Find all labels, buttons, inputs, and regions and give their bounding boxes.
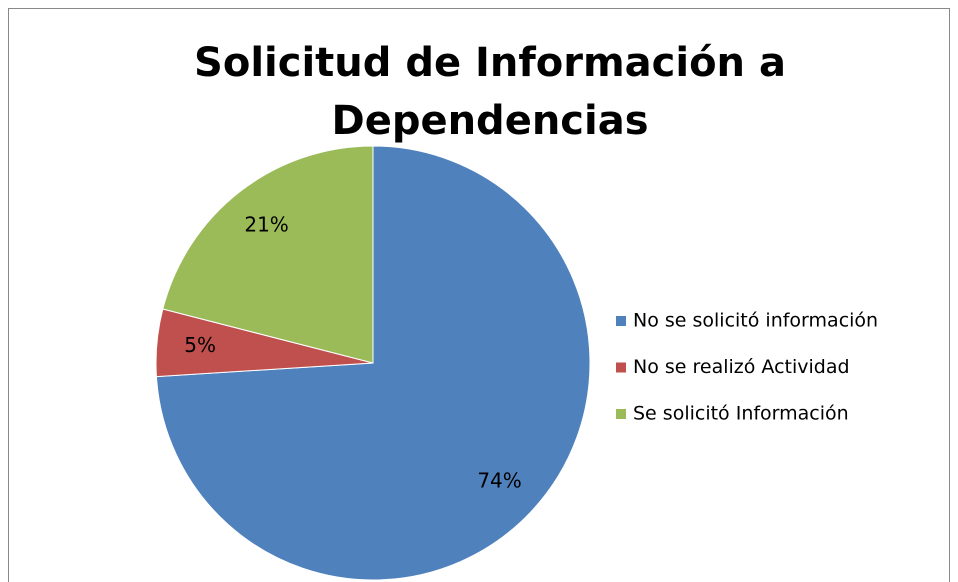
data-label: 5% <box>184 333 216 357</box>
legend-swatch <box>616 362 626 373</box>
data-label: 21% <box>244 212 288 236</box>
legend-swatch <box>616 409 626 419</box>
legend-label: Se solicitó Información <box>633 403 849 425</box>
pie-slice <box>162 145 374 364</box>
legend-label: No se realizó Actividad <box>633 356 850 378</box>
data-label: 74% <box>477 468 521 492</box>
legend-swatch <box>616 316 626 326</box>
legend-label: No se solicitó información <box>633 310 878 332</box>
chart-title: Solicitud de Información a Dependencias <box>194 40 786 144</box>
